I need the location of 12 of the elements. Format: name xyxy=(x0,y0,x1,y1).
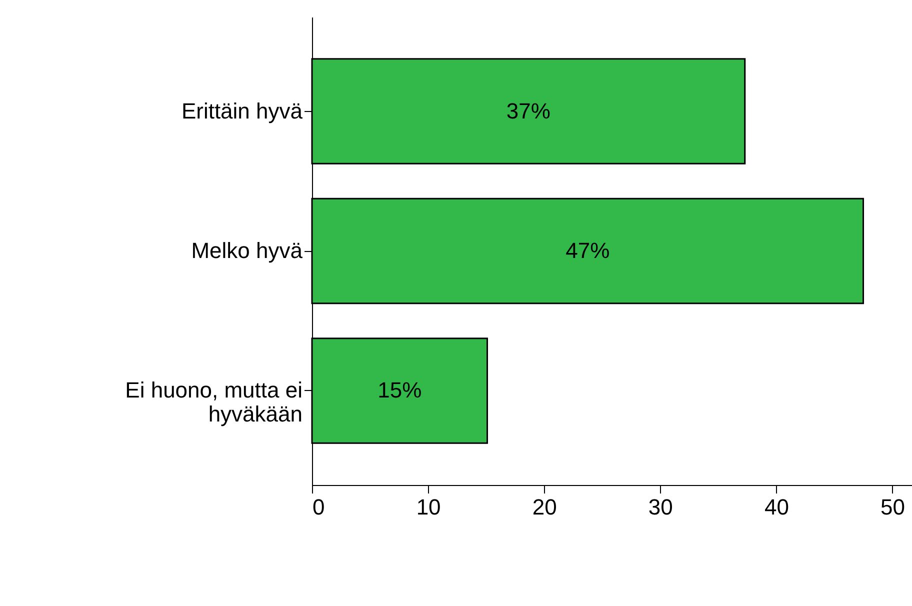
x-tick-label: 40 xyxy=(764,494,789,520)
x-tick-label: 50 xyxy=(880,494,906,520)
data-label: 37% xyxy=(506,98,550,124)
data-label: 47% xyxy=(566,238,610,263)
data-label: 15% xyxy=(378,378,422,403)
y-tick-label: Ei huono, mutta ei hyväkään xyxy=(125,378,302,427)
y-tick-label: Melko hyvä xyxy=(191,238,304,263)
x-tick-label: 30 xyxy=(648,494,673,520)
x-tick-label: 0 xyxy=(312,494,325,520)
y-tick-label: Erittäin hyvä xyxy=(181,98,304,124)
x-tick-label: 20 xyxy=(532,494,557,520)
x-tick-label: 10 xyxy=(416,494,441,520)
